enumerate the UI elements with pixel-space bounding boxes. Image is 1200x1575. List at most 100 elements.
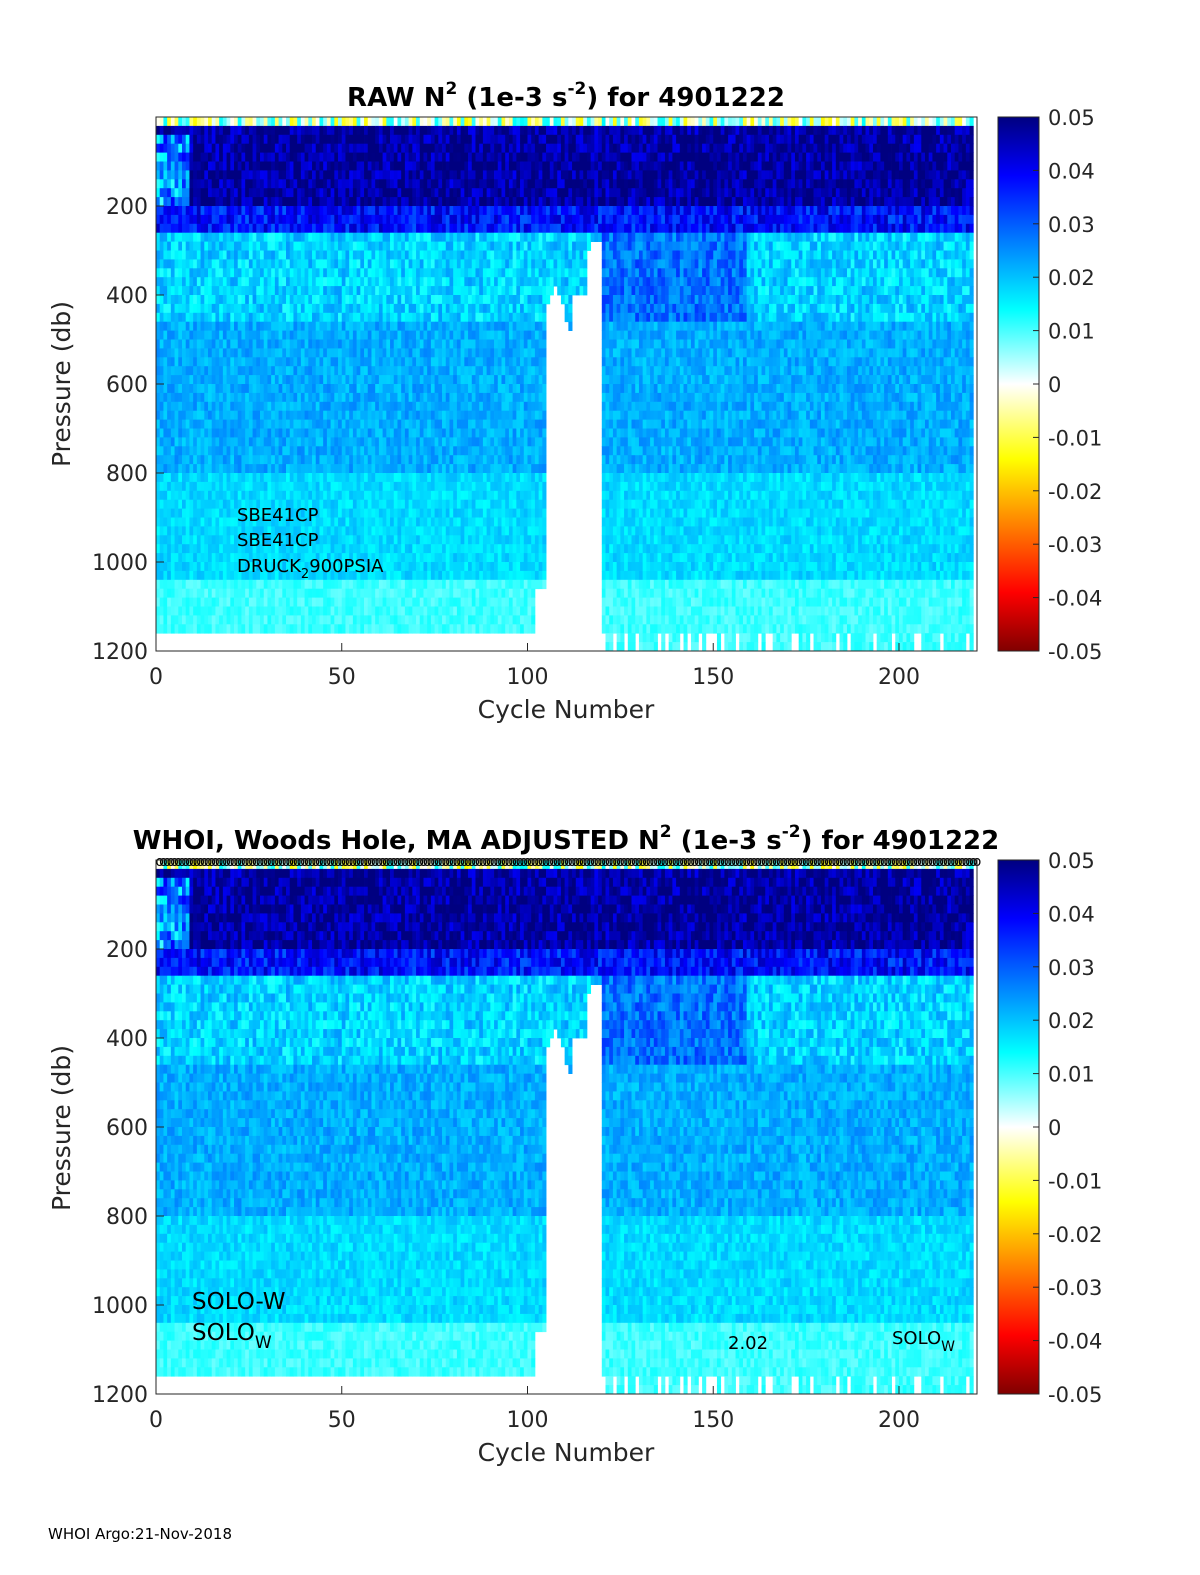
heatmap-cell	[286, 339, 291, 349]
heatmap-cell	[260, 615, 265, 625]
heatmap-cell	[364, 419, 369, 429]
heatmap-cell	[364, 428, 369, 438]
heatmap-cell	[416, 143, 421, 153]
heatmap-cell	[226, 339, 231, 349]
heatmap-cell	[204, 241, 209, 251]
heatmap-cell	[256, 499, 261, 509]
heatmap-cell	[326, 357, 331, 367]
heatmap-cell	[215, 241, 220, 251]
heatmap-cell	[375, 206, 380, 216]
heatmap-cell	[248, 125, 253, 136]
heatmap-cell	[308, 125, 313, 136]
heatmap-cell	[434, 588, 439, 598]
heatmap-cell	[378, 295, 384, 305]
heatmap-cell	[300, 526, 305, 536]
heatmap-cell	[248, 330, 253, 340]
heatmap-cell	[408, 401, 413, 412]
heatmap-cell	[334, 419, 339, 429]
heatmap-cell	[416, 188, 421, 198]
heatmap-cell	[252, 250, 257, 260]
heatmap-cell	[371, 437, 376, 447]
heatmap-cell	[200, 117, 205, 127]
heatmap-cell	[167, 401, 172, 412]
heatmap-cell	[185, 499, 190, 509]
heatmap-cell	[200, 321, 205, 331]
heatmap-cell	[323, 553, 328, 563]
heatmap-cell	[375, 303, 380, 314]
heatmap-cell	[178, 366, 183, 376]
heatmap-cell	[234, 579, 239, 590]
heatmap-cell	[278, 241, 283, 251]
heatmap-cell	[471, 250, 476, 260]
heatmap-cell	[367, 392, 372, 403]
heatmap-cell	[416, 117, 421, 127]
heatmap-cell	[274, 535, 279, 545]
heatmap-cell	[371, 526, 376, 536]
heatmap-cell	[464, 481, 469, 492]
heatmap-cell	[308, 366, 313, 376]
heatmap-cell	[226, 499, 231, 509]
heatmap-cell	[464, 321, 469, 331]
heatmap-cell	[200, 312, 205, 323]
heatmap-cell	[182, 446, 187, 456]
heatmap-cell	[170, 303, 175, 314]
heatmap-cell	[430, 437, 436, 447]
heatmap-cell	[211, 535, 216, 545]
heatmap-cell	[323, 401, 328, 412]
heatmap-cell	[304, 303, 309, 314]
heatmap-cell	[364, 481, 369, 492]
heatmap-cell	[170, 384, 175, 394]
heatmap-cell	[319, 544, 324, 554]
heatmap-cell	[219, 446, 224, 456]
heatmap-cell	[356, 562, 361, 572]
heatmap-cell	[308, 223, 313, 234]
heatmap-cell	[159, 214, 164, 225]
heatmap-cell	[260, 526, 265, 536]
heatmap-cell	[460, 375, 465, 385]
heatmap-cell	[349, 143, 354, 153]
heatmap-cell	[256, 303, 261, 314]
heatmap-cell	[427, 366, 432, 376]
heatmap-cell	[468, 268, 473, 278]
heatmap-cell	[397, 125, 402, 136]
heatmap-cell	[200, 437, 205, 447]
heatmap-cell	[289, 553, 294, 563]
heatmap-cell	[416, 303, 421, 314]
heatmap-cell	[412, 117, 417, 127]
heatmap-cell	[226, 188, 231, 198]
heatmap-cell	[178, 553, 183, 563]
heatmap-cell	[308, 161, 313, 171]
heatmap-cell	[319, 143, 324, 153]
heatmap-cell	[319, 499, 324, 509]
heatmap-cell	[267, 152, 272, 162]
heatmap-cell	[182, 232, 187, 242]
heatmap-cell	[193, 606, 198, 616]
heatmap-cell	[427, 464, 432, 474]
heatmap-cell	[378, 517, 384, 527]
heatmap-cell	[453, 223, 458, 234]
heatmap-cell	[185, 206, 190, 216]
heatmap-cell	[167, 321, 172, 331]
heatmap-cell	[456, 473, 462, 483]
heatmap-cell	[412, 410, 417, 420]
heatmap-cell	[315, 375, 320, 385]
heatmap-cell	[460, 464, 465, 474]
heatmap-cell	[326, 179, 331, 189]
heatmap-cell	[300, 321, 305, 331]
heatmap-cell	[278, 490, 283, 501]
heatmap-cell	[449, 473, 454, 483]
heatmap-cell	[230, 437, 235, 447]
heatmap-cell	[460, 597, 465, 607]
heatmap-cell	[256, 268, 261, 278]
heatmap-cell	[360, 303, 365, 314]
heatmap-cell	[297, 473, 302, 483]
heatmap-cell	[241, 446, 246, 456]
heatmap-cell	[315, 125, 320, 136]
heatmap-cell	[282, 526, 287, 536]
heatmap-cell	[204, 481, 209, 492]
heatmap-cell	[200, 570, 205, 581]
heatmap-cell	[260, 606, 265, 616]
heatmap-cell	[219, 455, 224, 465]
heatmap-cell	[260, 384, 265, 394]
heatmap-cell	[371, 419, 376, 429]
